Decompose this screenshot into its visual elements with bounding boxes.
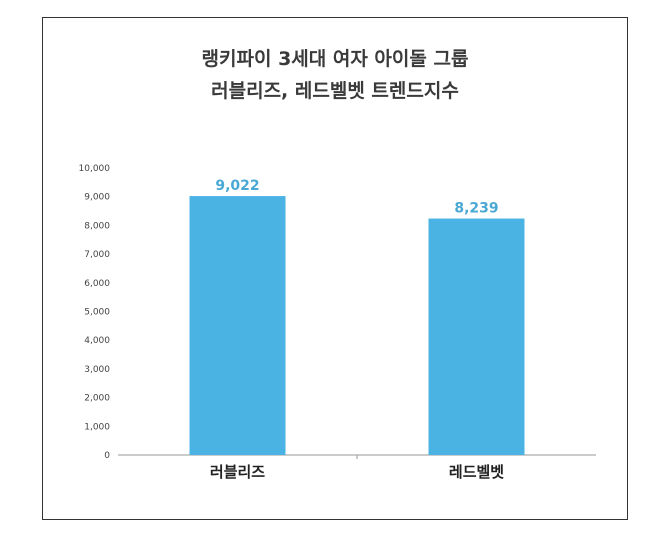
chart-frame: [42, 17, 628, 520]
category-label: 러블리즈: [210, 463, 265, 481]
y-tick-label: 1,000: [84, 422, 110, 432]
y-tick-label: 6,000: [84, 279, 110, 289]
data-label: 9,022: [215, 178, 259, 194]
y-tick-label: 8,000: [84, 221, 110, 231]
category-label: 레드벨벳: [449, 463, 504, 481]
chart-title-line-1: 랭키파이 3세대 여자 아이돌 그룹: [201, 48, 469, 70]
chart-title-line-2: 러블리즈, 레드벨벳 트렌드지수: [211, 80, 459, 102]
y-tick-label: 7,000: [84, 250, 110, 260]
y-tick-label: 0: [104, 451, 110, 461]
y-tick-label: 9,000: [84, 193, 110, 203]
data-label: 8,239: [454, 201, 498, 217]
y-tick-label: 2,000: [84, 394, 110, 404]
bar: [428, 218, 525, 455]
y-tick-label: 5,000: [84, 308, 110, 318]
y-tick-label: 10,000: [79, 164, 111, 174]
y-tick-label: 4,000: [84, 336, 110, 346]
bar: [189, 196, 286, 455]
y-tick-label: 3,000: [84, 365, 110, 375]
